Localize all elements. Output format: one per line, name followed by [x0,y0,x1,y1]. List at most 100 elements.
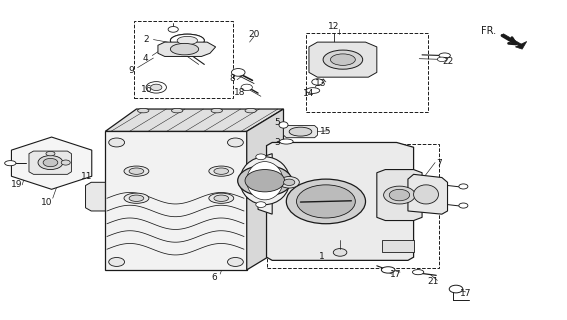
Polygon shape [515,42,527,49]
Ellipse shape [211,108,222,113]
Ellipse shape [459,203,468,208]
Polygon shape [258,154,272,214]
Ellipse shape [129,168,144,174]
Ellipse shape [227,138,243,147]
Text: 16: 16 [141,85,153,94]
Polygon shape [29,151,71,174]
Ellipse shape [280,139,293,144]
Text: 18: 18 [234,88,245,97]
Ellipse shape [247,162,283,200]
Text: 5: 5 [274,118,280,127]
Bar [383,240,413,252]
Bar [266,144,439,268]
Ellipse shape [61,160,70,165]
Ellipse shape [312,79,323,85]
Text: 17: 17 [460,289,471,298]
Text: 9: 9 [128,66,134,75]
Ellipse shape [245,170,285,192]
Polygon shape [408,174,447,214]
Polygon shape [266,142,413,260]
Ellipse shape [297,185,356,218]
Ellipse shape [245,108,256,113]
Text: 6: 6 [211,273,217,282]
Ellipse shape [279,177,299,188]
Ellipse shape [124,193,149,203]
Text: 11: 11 [81,172,92,181]
Ellipse shape [241,84,252,91]
Polygon shape [86,182,105,211]
Text: FR.: FR. [481,26,496,36]
Ellipse shape [459,184,468,189]
Polygon shape [247,109,284,270]
Ellipse shape [38,156,63,170]
Ellipse shape [390,189,409,201]
Polygon shape [11,137,92,189]
Text: 22: 22 [442,57,453,66]
Text: 12: 12 [328,22,339,31]
Ellipse shape [238,165,292,196]
Ellipse shape [177,36,197,45]
Ellipse shape [209,166,234,176]
Text: 10: 10 [41,197,53,206]
Text: 8: 8 [230,74,235,83]
Ellipse shape [412,270,424,275]
Text: 1: 1 [319,252,325,261]
Text: 3: 3 [274,138,280,147]
Ellipse shape [151,84,162,91]
Ellipse shape [5,161,16,166]
Ellipse shape [256,202,266,207]
Polygon shape [377,170,422,220]
Text: 15: 15 [320,127,332,136]
Ellipse shape [286,179,366,224]
Text: 7: 7 [436,159,442,168]
Polygon shape [105,131,247,270]
Text: 19: 19 [11,180,22,189]
Polygon shape [158,42,215,56]
Ellipse shape [284,179,295,186]
Text: 4: 4 [142,53,148,62]
Ellipse shape [289,127,312,136]
Ellipse shape [214,195,229,201]
Polygon shape [105,109,284,131]
Ellipse shape [256,154,266,160]
Ellipse shape [109,258,125,267]
Ellipse shape [331,54,356,65]
Ellipse shape [170,44,198,55]
Ellipse shape [170,34,204,47]
Ellipse shape [382,267,395,273]
Polygon shape [247,166,266,198]
Bar [134,21,232,98]
Ellipse shape [449,285,463,293]
Ellipse shape [46,151,55,156]
Ellipse shape [171,108,183,113]
Ellipse shape [306,88,320,93]
Polygon shape [309,42,377,77]
Ellipse shape [231,68,245,76]
Text: 21: 21 [428,277,439,286]
Ellipse shape [240,157,290,204]
Ellipse shape [168,27,178,32]
Ellipse shape [333,249,347,256]
Ellipse shape [323,50,363,69]
Polygon shape [284,125,318,138]
Ellipse shape [279,122,288,128]
Ellipse shape [413,185,438,204]
Text: 2: 2 [144,35,150,44]
Ellipse shape [214,168,229,174]
Text: 13: 13 [315,79,326,88]
Ellipse shape [109,138,125,147]
Text: 14: 14 [303,89,315,98]
Ellipse shape [138,108,149,113]
Bar [306,33,428,112]
Text: 17: 17 [390,270,401,279]
Ellipse shape [437,57,446,61]
Ellipse shape [43,158,58,167]
Ellipse shape [124,166,149,176]
Ellipse shape [384,186,415,204]
Ellipse shape [146,82,167,93]
Ellipse shape [439,53,450,58]
Ellipse shape [209,193,234,203]
Polygon shape [501,34,522,46]
Ellipse shape [227,258,243,267]
Text: 20: 20 [248,30,260,39]
